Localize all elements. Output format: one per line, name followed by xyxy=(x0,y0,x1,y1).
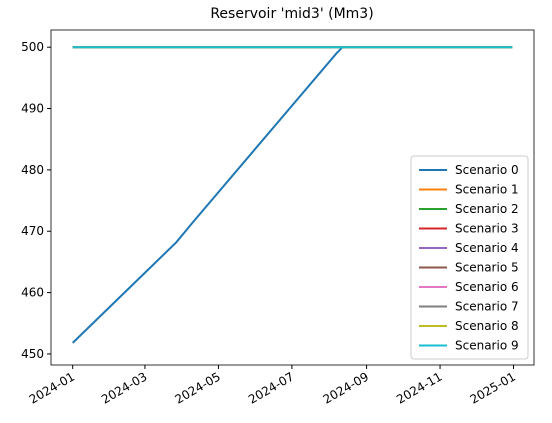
legend-label: Scenario 7 xyxy=(455,300,519,314)
legend-label: Scenario 2 xyxy=(455,202,519,216)
legend-label: Scenario 3 xyxy=(455,222,519,236)
chart-title: Reservoir 'mid3' (Mm3) xyxy=(210,6,373,22)
x-tick-label: 2024-01 xyxy=(27,369,77,406)
legend-label: Scenario 9 xyxy=(455,339,519,353)
x-tick-label: 2024-11 xyxy=(394,369,444,406)
x-tick-label: 2025-01 xyxy=(468,369,518,406)
y-tick-label: 490 xyxy=(21,102,44,116)
x-tick-label: 2024-09 xyxy=(321,369,371,406)
x-tick-label: 2024-07 xyxy=(246,369,296,406)
y-tick-label: 470 xyxy=(21,224,44,238)
legend-label: Scenario 6 xyxy=(455,280,519,294)
y-tick-label: 460 xyxy=(21,286,44,300)
x-tick-label: 2024-03 xyxy=(99,369,149,406)
plot-frame xyxy=(50,29,535,366)
legend-label: Scenario 1 xyxy=(455,183,519,197)
y-tick-label: 450 xyxy=(21,347,44,361)
y-tick-label: 500 xyxy=(21,40,44,54)
legend-label: Scenario 0 xyxy=(455,163,519,177)
legend-label: Scenario 8 xyxy=(455,319,519,333)
legend: Scenario 0 Scenario 1 Scenario 2 Scenario 3… xyxy=(410,155,529,360)
legend-label: Scenario 5 xyxy=(455,261,519,275)
legend-box xyxy=(410,155,529,360)
x-tick-label: 2024-05 xyxy=(173,369,223,406)
y-tick-label: 480 xyxy=(21,163,44,177)
legend-label: Scenario 4 xyxy=(455,241,519,255)
